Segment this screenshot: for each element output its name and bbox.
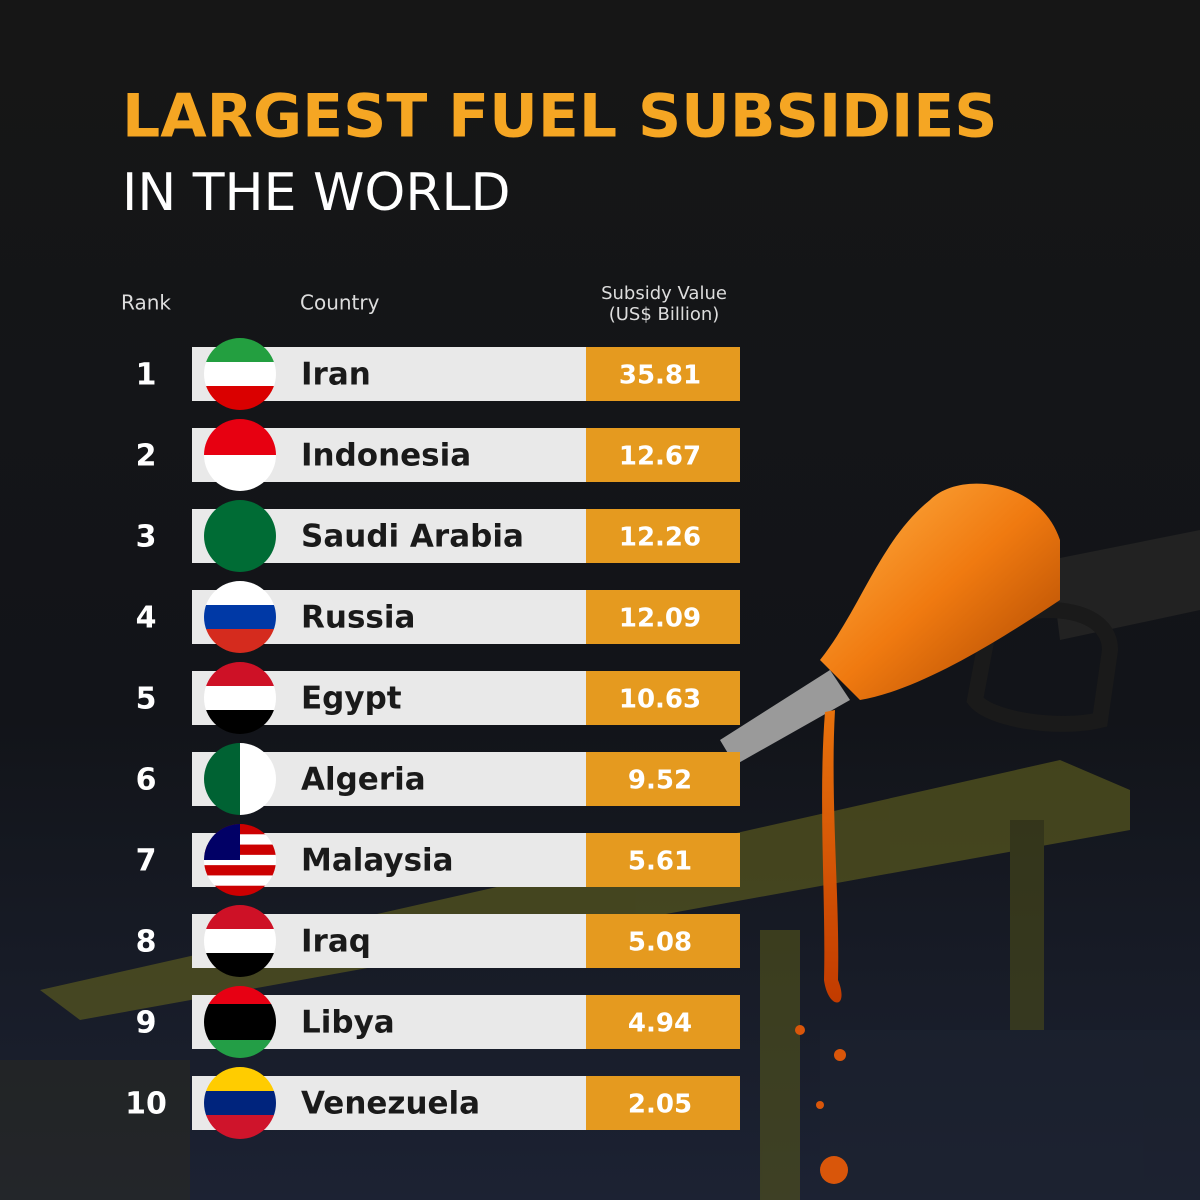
country: Saudi Arabia xyxy=(301,519,524,555)
subsidy-value: 4.94 xyxy=(628,1009,692,1039)
flag-stripe xyxy=(204,362,276,387)
value-cell xyxy=(586,914,740,968)
flag xyxy=(204,824,276,896)
flag xyxy=(204,662,276,734)
country: Algeria xyxy=(301,762,426,798)
flag-stripe xyxy=(204,686,276,711)
value-cell xyxy=(586,347,740,401)
flag-stripe xyxy=(204,1091,276,1116)
subsidy-value: 10.63 xyxy=(619,685,701,715)
country: Russia xyxy=(301,600,415,636)
country: Iran xyxy=(301,357,371,393)
flag-stripe xyxy=(204,865,276,876)
flag xyxy=(204,338,276,410)
flag xyxy=(204,1067,276,1139)
rank: 7 xyxy=(136,844,157,879)
fuel-nozzle xyxy=(720,483,1200,1184)
flag xyxy=(204,743,276,815)
flag xyxy=(204,986,276,1058)
subsidy-value: 12.26 xyxy=(619,523,701,553)
value-cell xyxy=(586,509,740,563)
flag xyxy=(204,500,276,572)
subsidy-value: 35.81 xyxy=(619,361,701,391)
flag xyxy=(204,419,276,491)
rank: 6 xyxy=(136,763,157,798)
country: Malaysia xyxy=(301,843,454,879)
subsidy-value: 2.05 xyxy=(628,1090,692,1120)
value-cell xyxy=(586,1076,740,1130)
value-cell xyxy=(586,671,740,725)
country: Iraq xyxy=(301,924,371,960)
flag-stripe xyxy=(204,605,276,630)
flag-stripe xyxy=(204,1022,276,1041)
country: Egypt xyxy=(301,681,402,717)
subtitle: IN THE WORLD xyxy=(122,163,511,223)
value-cell xyxy=(586,752,740,806)
value-cell xyxy=(586,995,740,1049)
rank: 5 xyxy=(136,682,157,717)
subsidy-value: 9.52 xyxy=(628,766,692,796)
subsidy-value: 12.09 xyxy=(619,604,701,634)
rank: 9 xyxy=(136,1006,157,1041)
value-cell xyxy=(586,833,740,887)
country: Venezuela xyxy=(301,1086,480,1122)
rank: 8 xyxy=(136,925,157,960)
flag-stripe xyxy=(204,875,276,887)
rank: 2 xyxy=(136,439,157,474)
flag xyxy=(204,581,276,653)
flag-stripe xyxy=(204,885,276,896)
rank: 10 xyxy=(125,1087,167,1122)
rank: 4 xyxy=(136,601,157,636)
column-header: Subsidy Value xyxy=(601,283,727,304)
country: Libya xyxy=(301,1005,395,1041)
flag-stripe xyxy=(204,1004,276,1023)
rank: 3 xyxy=(136,520,157,555)
flag-stripe xyxy=(204,854,276,866)
subsidy-value: 5.08 xyxy=(628,928,692,958)
table-body: 1 Iran 35.81 2 Indonesia 12.67 3 Saudi Arabia 12… xyxy=(125,338,740,1139)
flag xyxy=(204,905,276,977)
rank: 1 xyxy=(136,358,157,393)
column-header: (US$ Billion) xyxy=(609,304,720,325)
column-header: Country xyxy=(300,291,380,315)
title: LARGEST FUEL SUBSIDIES xyxy=(122,82,997,152)
value-cell xyxy=(586,590,740,644)
subsidy-value: 12.67 xyxy=(619,442,701,472)
flag-stripe xyxy=(204,929,276,954)
flag-stripe xyxy=(204,500,276,572)
country: Indonesia xyxy=(301,438,471,474)
subsidy-value: 5.61 xyxy=(628,847,692,877)
column-header: Rank xyxy=(121,291,171,315)
value-cell xyxy=(586,428,740,482)
